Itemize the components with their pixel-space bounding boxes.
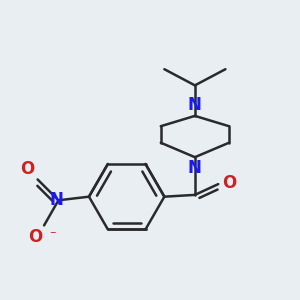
Text: O: O	[20, 160, 34, 178]
Text: N: N	[188, 97, 202, 115]
Text: N: N	[50, 191, 64, 209]
Text: O: O	[222, 174, 236, 192]
Text: N: N	[188, 159, 202, 177]
Text: O: O	[28, 228, 42, 246]
Text: ⁻: ⁻	[50, 229, 56, 242]
